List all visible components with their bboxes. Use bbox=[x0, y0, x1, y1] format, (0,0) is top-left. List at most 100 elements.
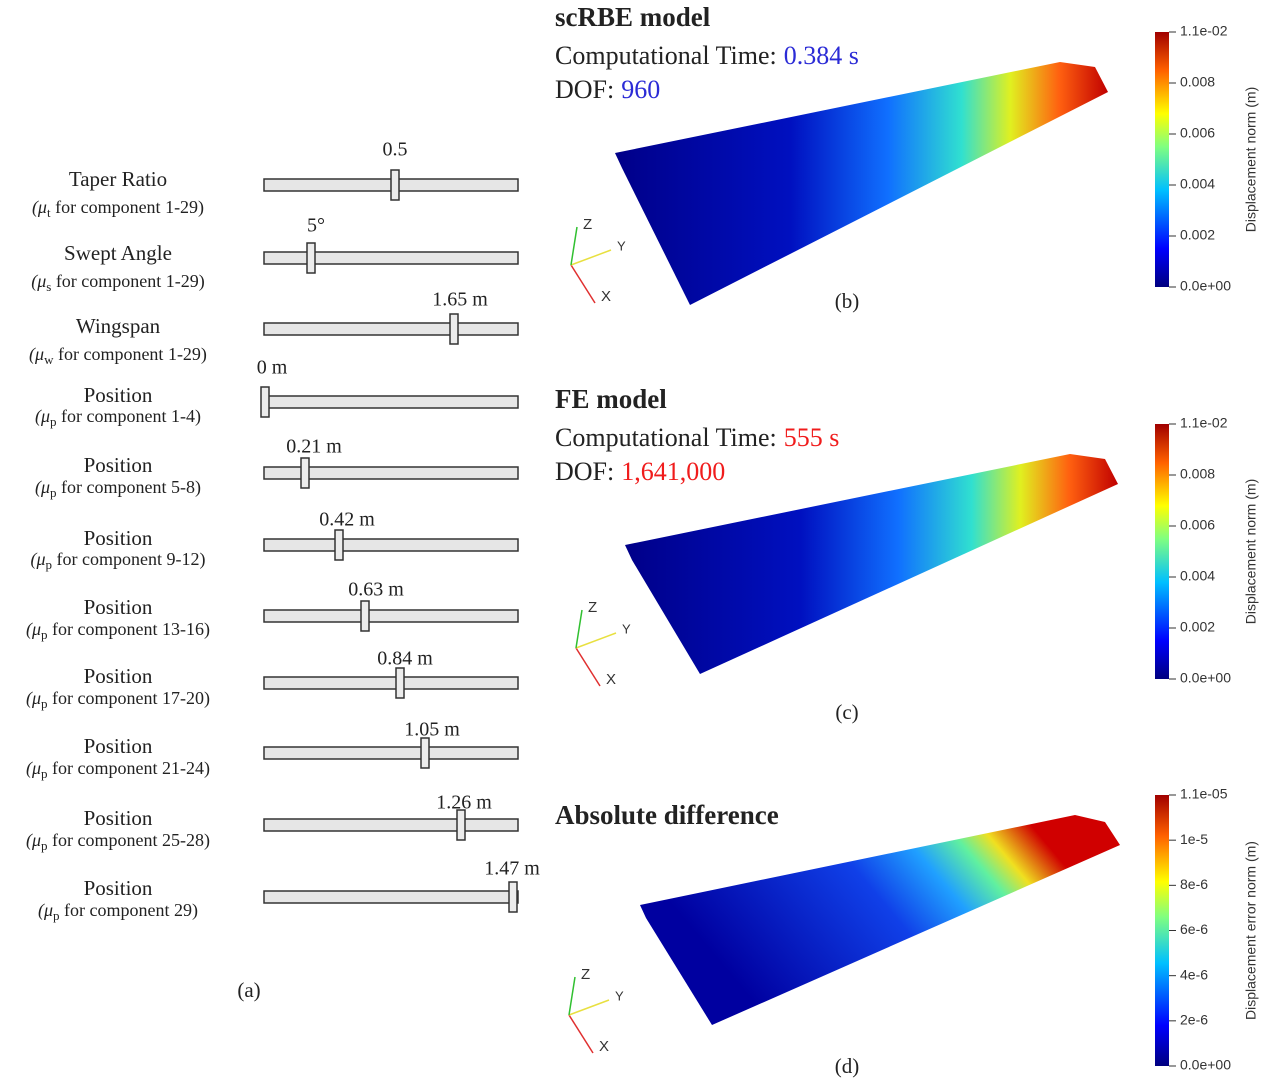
colorbar-tick-label: 0.006 bbox=[1180, 517, 1215, 533]
slider-knob bbox=[361, 601, 369, 631]
dof-value: 960 bbox=[621, 75, 660, 104]
sublabel-text: for component 1-29) bbox=[51, 197, 204, 218]
slider-value: 0.21 m bbox=[286, 436, 342, 458]
slider-sublabel: (μp for component 29) bbox=[38, 900, 198, 923]
panel-title: Absolute difference bbox=[555, 800, 779, 830]
axis-x bbox=[569, 1015, 593, 1053]
slider-value: 5° bbox=[307, 215, 325, 237]
slider-sublabel: (μp for component 5-8) bbox=[35, 477, 201, 500]
colorbar-tick-label: 0.0e+00 bbox=[1180, 1057, 1231, 1073]
colorbar-tick-label: 0.006 bbox=[1180, 125, 1215, 141]
panel-label: (a) bbox=[237, 978, 260, 1002]
sublabel-text: for component 1-29) bbox=[53, 344, 206, 365]
colorbar-tick-label: 8e-6 bbox=[1180, 876, 1208, 892]
sublabel-text: for component 25-28) bbox=[48, 830, 210, 851]
sublabel-text: for component 13-16) bbox=[48, 619, 210, 640]
slider-track bbox=[264, 396, 518, 408]
slider-track bbox=[264, 323, 518, 335]
sublabel-text: for component 1-4) bbox=[57, 406, 201, 427]
symbol: (μ bbox=[35, 406, 50, 427]
slider-label: Position bbox=[84, 453, 153, 477]
slider-label: Taper Ratio bbox=[69, 167, 167, 191]
dof-label: DOF: bbox=[555, 457, 614, 486]
axis-label: Z bbox=[588, 599, 597, 616]
slider-track bbox=[264, 891, 518, 903]
slider-knob bbox=[509, 882, 517, 912]
slider-knob bbox=[391, 170, 399, 200]
axis-label: Y bbox=[615, 988, 624, 1003]
slider-value: 1.05 m bbox=[404, 719, 460, 741]
symbol: (μ bbox=[38, 900, 53, 921]
slider-value: 1.26 m bbox=[436, 792, 492, 814]
slider-label: Position bbox=[84, 734, 153, 758]
symbol: (μ bbox=[29, 344, 44, 365]
axis-y bbox=[576, 633, 616, 648]
page: {"sliders": [ {"label": "Taper Ratio", "… bbox=[0, 0, 1277, 1084]
slider-sublabel: (μp for component 21-24) bbox=[26, 758, 210, 781]
sublabel-text: for component 29) bbox=[60, 900, 198, 921]
slider-label: Position bbox=[84, 876, 153, 900]
axis-y bbox=[571, 250, 611, 265]
slider-sublabel: (μt for component 1-29) bbox=[32, 197, 204, 220]
slider-sublabel: (μp for component 13-16) bbox=[26, 619, 210, 642]
slider-track bbox=[264, 252, 518, 264]
axis-label: Y bbox=[622, 621, 631, 636]
slider-track bbox=[264, 747, 518, 759]
slider-sublabel: (μw for component 1-29) bbox=[29, 344, 207, 367]
sublabel-text: for component 21-24) bbox=[48, 758, 210, 779]
slider-label: Swept Angle bbox=[64, 241, 172, 265]
slider-value: 0.5 bbox=[383, 139, 408, 161]
colorbar bbox=[1155, 32, 1169, 287]
wing-render bbox=[640, 815, 1120, 1025]
slider-knob bbox=[396, 668, 404, 698]
colorbar bbox=[1155, 424, 1169, 679]
slider-value: 0.84 m bbox=[377, 648, 433, 670]
wing-render bbox=[615, 62, 1108, 305]
slider-track bbox=[264, 610, 518, 622]
slider-sublabel: (μp for component 17-20) bbox=[26, 688, 210, 711]
colorbar-tick-label: 2e-6 bbox=[1180, 1012, 1208, 1028]
slider-label: Position bbox=[84, 806, 153, 830]
slider-value: 0.63 m bbox=[348, 579, 404, 601]
time-label: Computational Time: bbox=[555, 41, 777, 70]
slider-value: 1.47 m bbox=[484, 858, 540, 880]
sublabel-text: for component 1-29) bbox=[51, 271, 204, 292]
slider-sublabel: (μs for component 1-29) bbox=[31, 271, 205, 294]
slider-value: 0 m bbox=[257, 357, 288, 379]
slider-label: Position bbox=[84, 664, 153, 688]
symbol: (μ bbox=[26, 830, 41, 851]
axis-z bbox=[571, 227, 577, 265]
panel-label: (c) bbox=[835, 700, 858, 724]
slider-knob bbox=[261, 387, 269, 417]
symbol: (μ bbox=[26, 619, 41, 640]
axis-x bbox=[576, 648, 600, 686]
colorbar-tick-label: 1.1e-02 bbox=[1180, 415, 1228, 431]
wing-render bbox=[625, 454, 1118, 674]
axis-label: X bbox=[606, 671, 616, 688]
slider-value: 1.65 m bbox=[432, 289, 488, 311]
slider-label: Wingspan bbox=[76, 314, 161, 338]
colorbar-tick-label: 0.0e+00 bbox=[1180, 278, 1231, 294]
slider-track bbox=[264, 539, 518, 551]
time-value: 555 s bbox=[784, 423, 840, 452]
axis-label: Z bbox=[583, 216, 592, 233]
colorbar-title: Displacement error norm (m) bbox=[1243, 841, 1259, 1020]
slider-sublabel: (μp for component 9-12) bbox=[31, 549, 206, 572]
symbol: (μ bbox=[26, 688, 41, 709]
slider-knob bbox=[421, 738, 429, 768]
slider-knob bbox=[335, 530, 343, 560]
colorbar-tick-label: 0.004 bbox=[1180, 176, 1215, 192]
axis-z bbox=[569, 977, 575, 1015]
axis-label: X bbox=[601, 288, 611, 305]
time-label: Computational Time: bbox=[555, 423, 777, 452]
symbol: (μ bbox=[31, 549, 46, 570]
panel-title: scRBE model bbox=[555, 2, 711, 32]
axis-z bbox=[576, 610, 582, 648]
colorbar bbox=[1155, 795, 1169, 1066]
dof-value: 1,641,000 bbox=[621, 457, 725, 486]
slider-value: 0.42 m bbox=[319, 509, 375, 531]
dof-label: DOF: bbox=[555, 75, 614, 104]
panel-label: (b) bbox=[835, 289, 860, 313]
symbol: (μ bbox=[32, 197, 47, 218]
colorbar-tick-label: 0.0e+00 bbox=[1180, 670, 1231, 686]
